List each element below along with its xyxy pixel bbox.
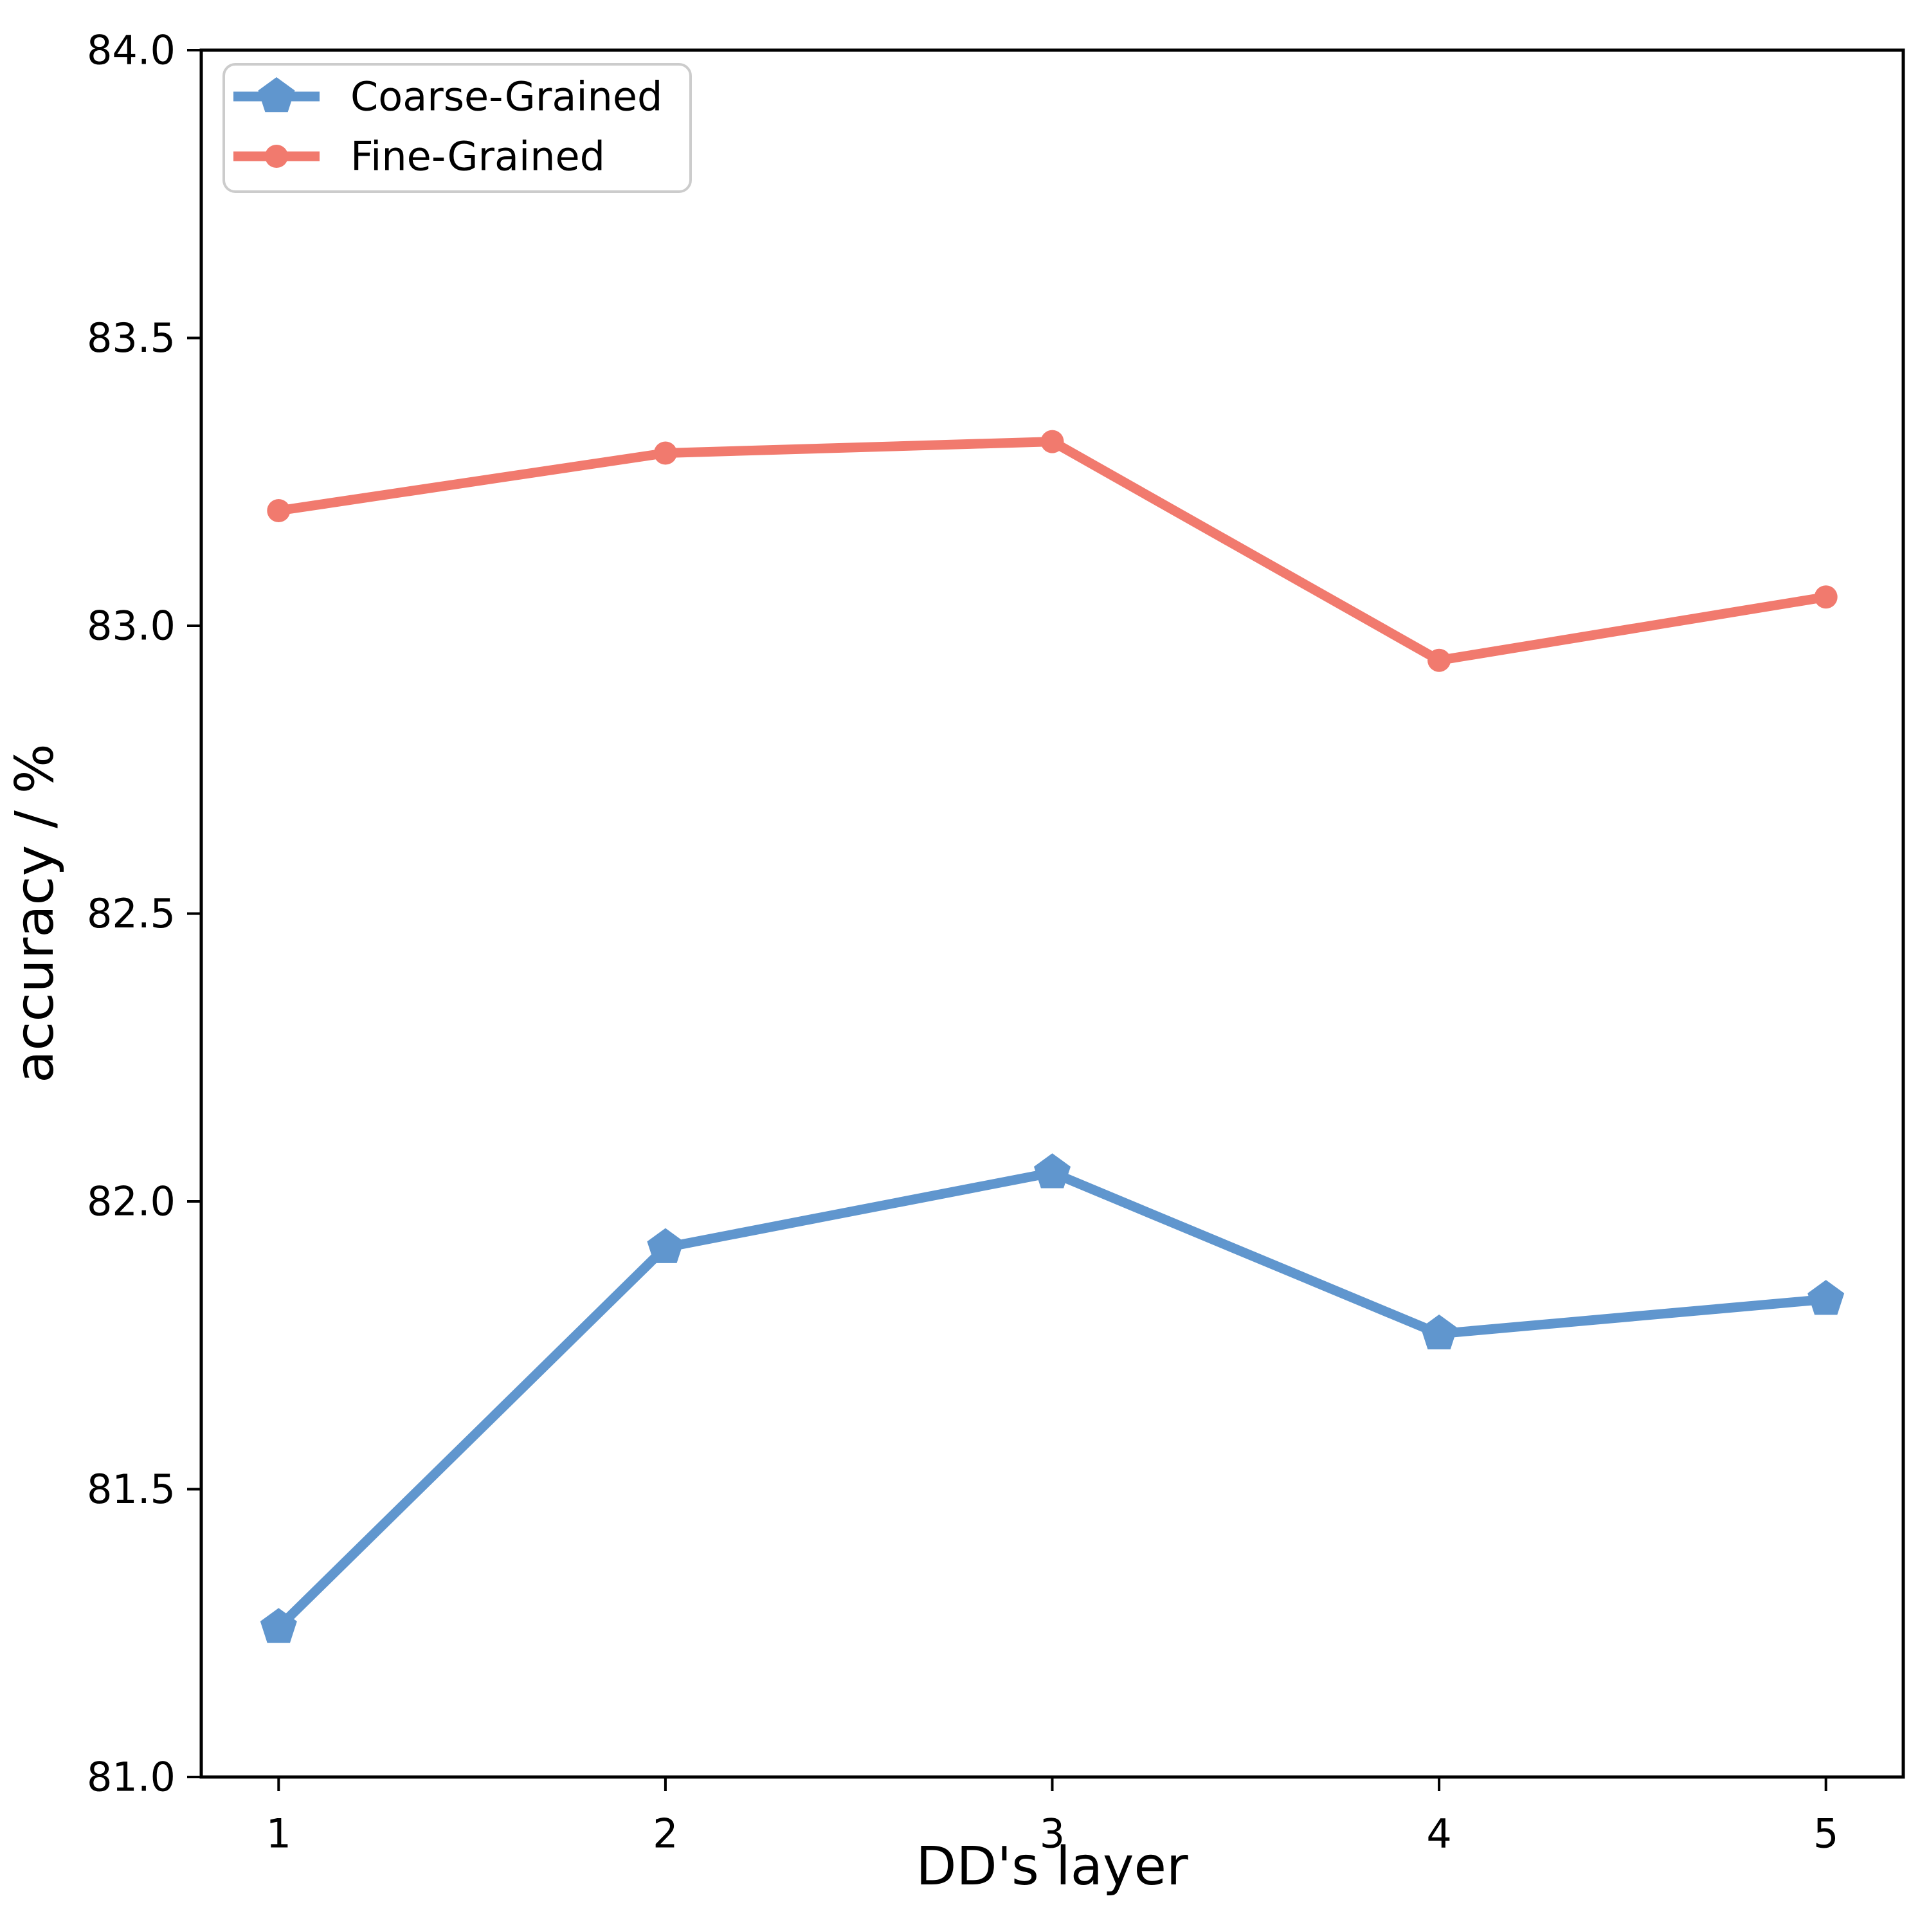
data-series-group <box>260 430 1845 1643</box>
y-tick-label: 83.5 <box>87 314 176 361</box>
data-point-coarse-grained-4 <box>1420 1314 1458 1350</box>
y-axis-label: accuracy / % <box>5 743 66 1083</box>
y-tick-label: 84.0 <box>87 27 176 74</box>
legend-label-fine-grained: Fine-Grained <box>350 133 605 180</box>
legend-label-coarse-grained: Coarse-Grained <box>350 73 662 120</box>
y-tick-label: 83.0 <box>87 603 176 650</box>
y-tick-label: 81.0 <box>87 1754 176 1801</box>
y-tick-label: 82.5 <box>87 890 176 937</box>
series-line-fine-grained <box>273 437 1831 666</box>
data-point-coarse-grained-2 <box>647 1228 684 1263</box>
data-point-fine-grained-3 <box>1040 430 1064 453</box>
pentagon-marker-icon <box>258 77 295 113</box>
x-tick-label: 2 <box>653 1810 678 1857</box>
data-point-fine-grained-1 <box>267 499 291 522</box>
series-line-coarse-grained <box>273 1167 1831 1632</box>
x-tick-label: 4 <box>1426 1810 1451 1857</box>
legend-item-coarse-grained: Coarse-Grained <box>233 73 662 120</box>
x-tick-label: 3 <box>1040 1810 1065 1857</box>
data-point-coarse-grained-5 <box>1807 1280 1845 1315</box>
data-point-fine-grained-2 <box>653 441 677 465</box>
circle-marker-icon <box>265 145 288 168</box>
legend-item-fine-grained: Fine-Grained <box>233 133 605 180</box>
legend-box <box>222 63 692 193</box>
x-axis: 1 2 3 4 5 <box>266 1777 1838 1857</box>
x-axis-label: DD's layer <box>916 1836 1188 1897</box>
x-tick-label: 5 <box>1813 1810 1838 1857</box>
data-point-fine-grained-5 <box>1814 585 1838 609</box>
x-tick-label: 1 <box>266 1810 291 1857</box>
y-tick-label: 82.0 <box>87 1178 176 1225</box>
y-axis: 81.0 81.5 82.0 82.5 83.0 83.5 84.0 <box>87 27 201 1801</box>
data-point-coarse-grained-1 <box>260 1608 297 1643</box>
data-point-fine-grained-4 <box>1427 648 1451 672</box>
legend: Coarse-Grained Fine-Grained <box>222 63 692 193</box>
data-point-coarse-grained-3 <box>1033 1153 1071 1189</box>
plot-area-border <box>199 48 1905 1779</box>
y-tick-label: 81.5 <box>87 1466 176 1513</box>
